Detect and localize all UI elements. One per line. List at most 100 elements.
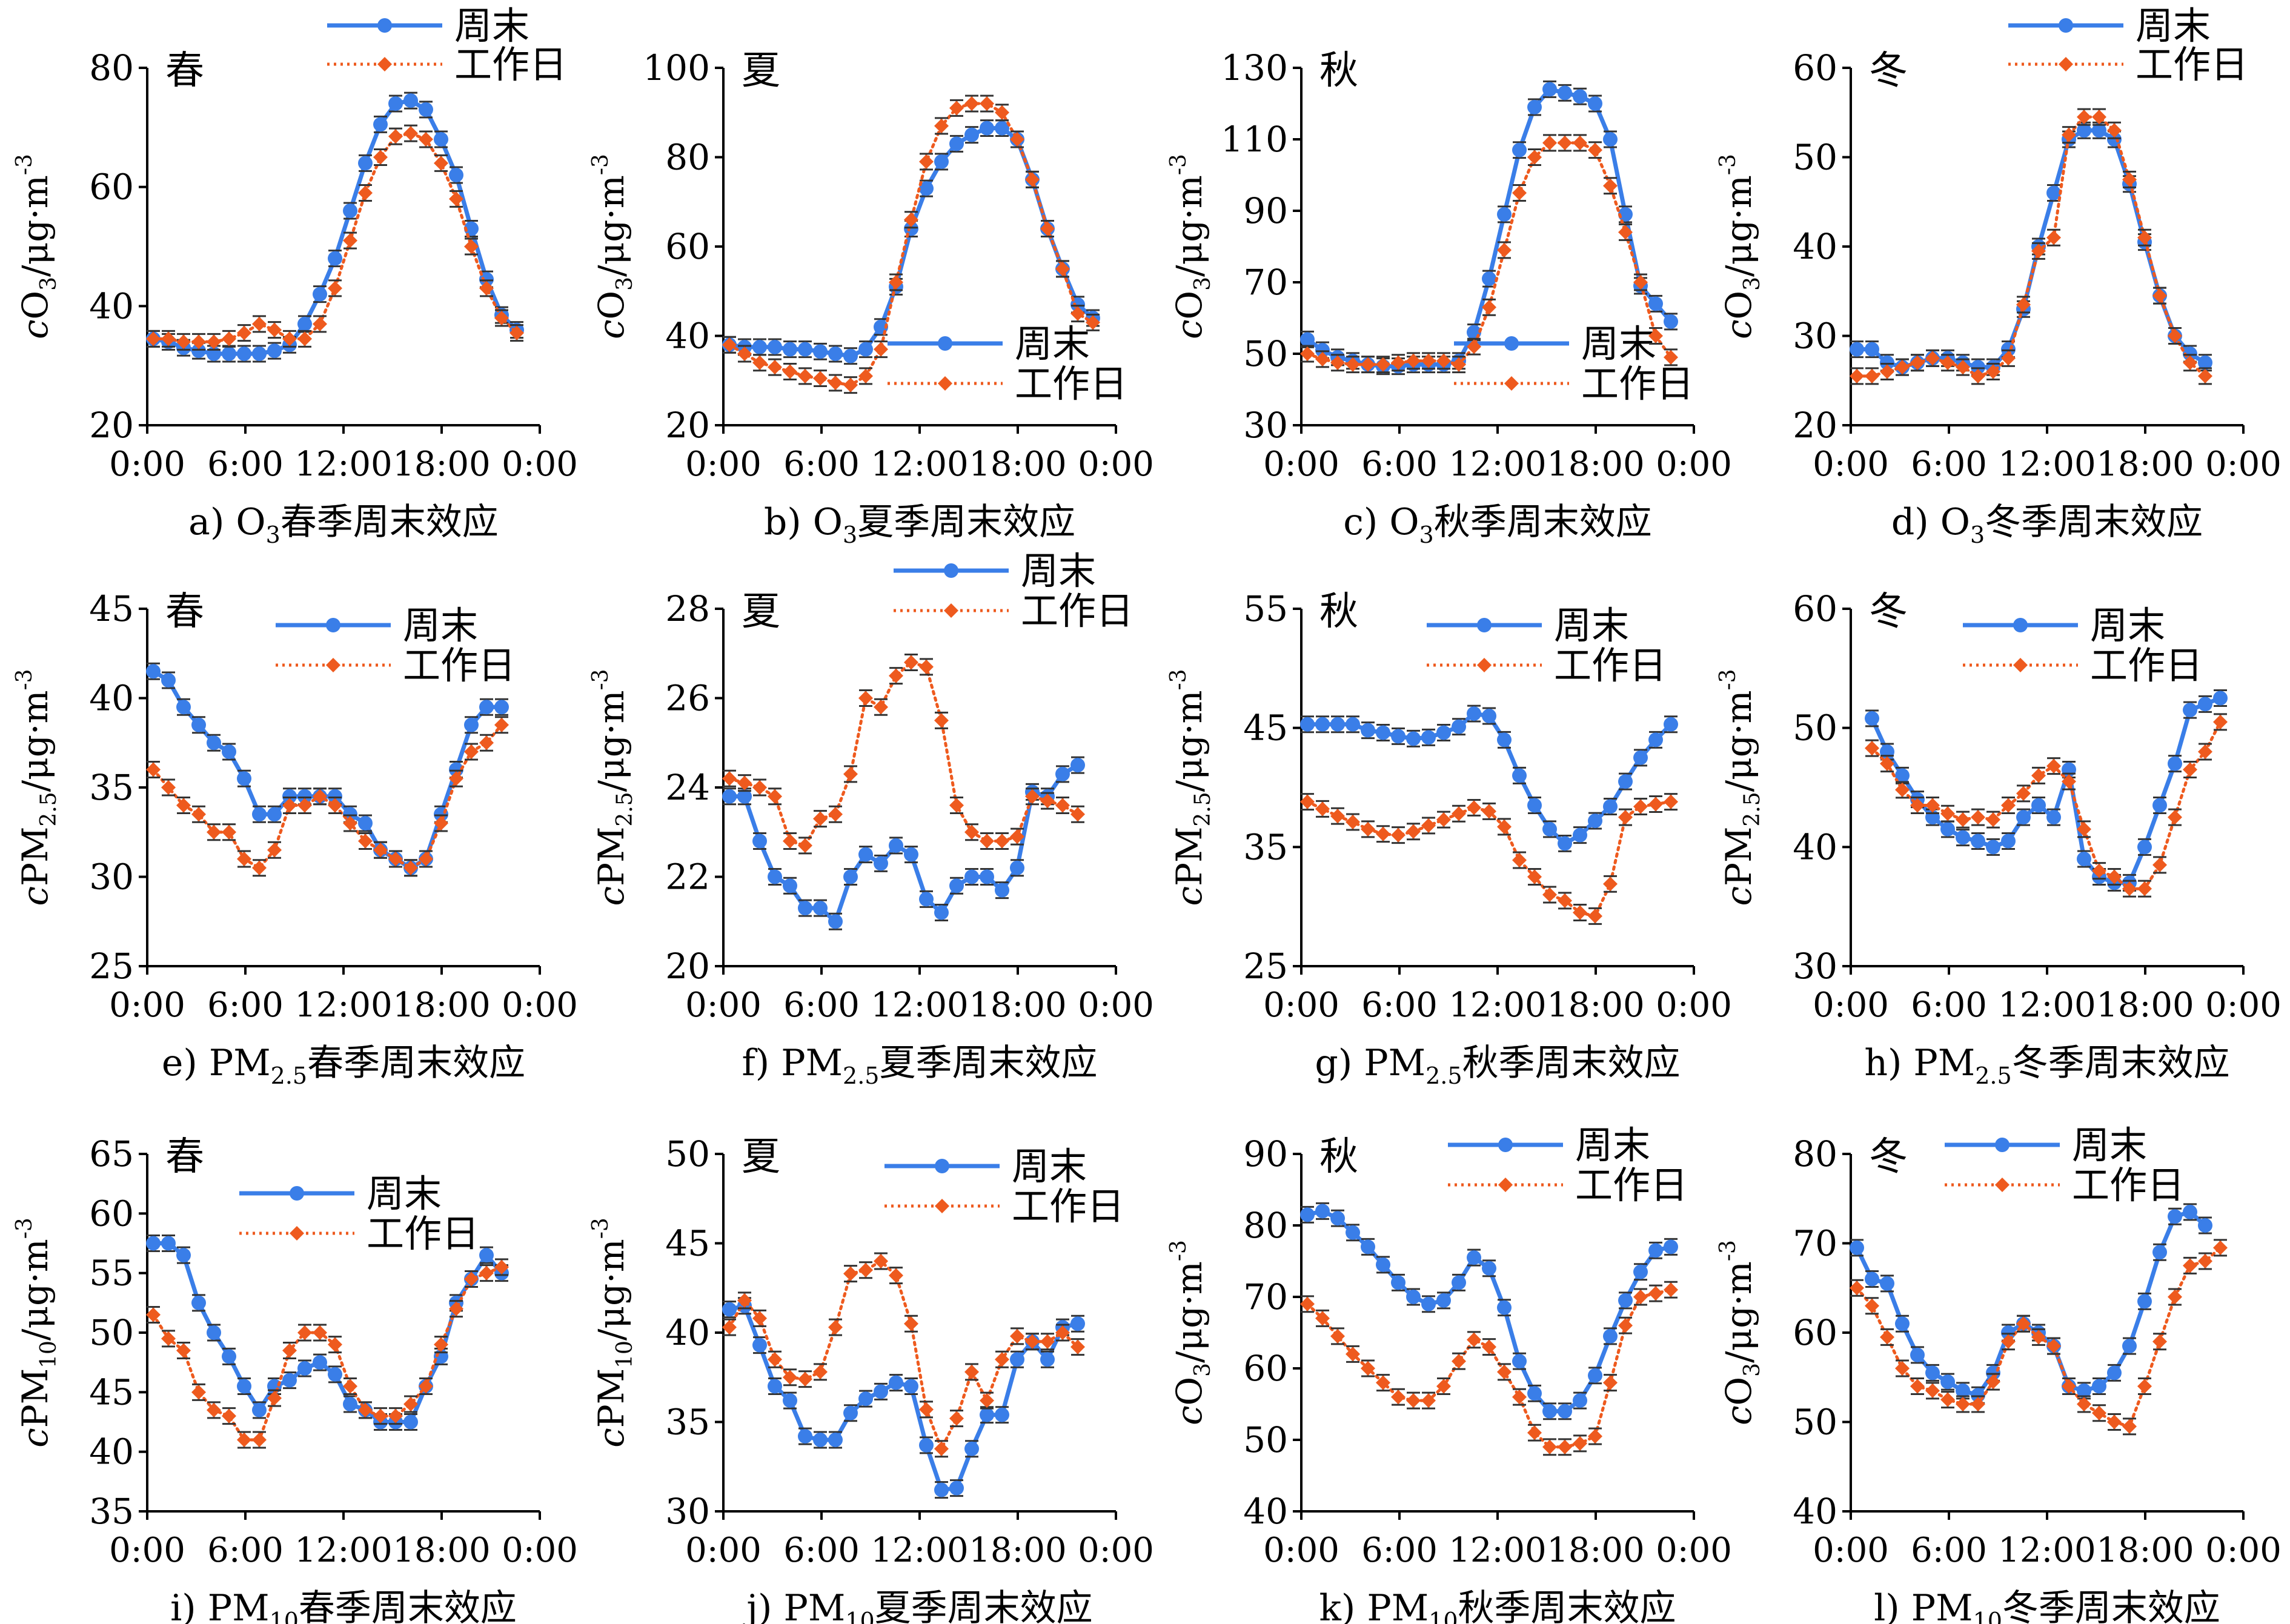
data-point	[889, 275, 903, 290]
data-point	[464, 717, 479, 732]
data-point	[843, 1266, 858, 1281]
legend-label: 工作日	[2136, 42, 2248, 87]
data-point	[1482, 1339, 1496, 1354]
data-point	[419, 132, 433, 147]
data-point	[267, 807, 282, 822]
legend-label: 工作日	[403, 643, 516, 688]
y-tick-label: 50	[1243, 333, 1288, 374]
data-point	[2046, 230, 2061, 245]
y-tick-label: 40	[89, 285, 134, 326]
data-point	[1300, 346, 1315, 361]
data-point	[1664, 717, 1678, 732]
data-point	[1558, 893, 1572, 908]
data-point	[328, 280, 342, 296]
y-label-main: O	[1169, 291, 1210, 320]
data-point	[222, 346, 236, 361]
data-point	[191, 807, 206, 822]
y-tick-label: 90	[1243, 1133, 1288, 1175]
data-point	[449, 1301, 463, 1316]
data-point	[1070, 306, 1085, 321]
data-point	[828, 346, 843, 361]
data-point	[1895, 768, 1910, 783]
season-label: 夏	[742, 1135, 780, 1179]
legend-marker	[1477, 618, 1492, 632]
data-point	[2031, 798, 2046, 813]
data-point	[1940, 806, 1955, 821]
data-point	[1300, 1296, 1315, 1311]
data-point	[1664, 1239, 1678, 1254]
data-point	[282, 1373, 297, 1388]
data-point	[2077, 852, 2091, 866]
data-point	[161, 780, 176, 795]
data-point	[1527, 798, 1542, 813]
y-tick-label: 40	[89, 1431, 134, 1473]
y-tick-label: 50	[665, 1133, 710, 1175]
data-point	[1603, 799, 1618, 814]
y-tick-label: 45	[665, 1223, 710, 1264]
y-tick-label: 60	[89, 1193, 134, 1234]
legend-entry: 周末	[884, 1144, 1087, 1188]
y-label-sup: -3	[1166, 669, 1191, 690]
data-point	[843, 766, 858, 781]
data-point	[176, 798, 191, 813]
y-tick-label: 30	[1793, 946, 1837, 987]
data-point	[388, 852, 403, 866]
y-axis-label: cPM2.5/μg·m-3	[1166, 669, 1215, 906]
data-point	[373, 1408, 388, 1423]
data-point	[1880, 355, 1894, 370]
x-tick-label: 0:00	[1263, 986, 1339, 1025]
y-tick-label: 50	[89, 1312, 134, 1353]
y-tick-label: 30	[89, 857, 134, 898]
data-point	[2016, 786, 2031, 801]
series-line	[728, 660, 1080, 847]
y-axis-label: cO3/μg·m-3	[1716, 1240, 1765, 1425]
data-point	[1618, 225, 1633, 240]
caption-sub: 10	[1429, 1608, 1458, 1624]
data-point	[1664, 314, 1678, 329]
legend-entry: 工作日	[239, 1211, 479, 1256]
y-tick-label: 110	[1221, 119, 1288, 160]
data-point	[1346, 1225, 1360, 1240]
data-point	[176, 1248, 191, 1263]
data-point	[1055, 766, 1070, 781]
series-line	[1870, 696, 2223, 885]
y-tick-label: 50	[1793, 137, 1837, 178]
data-point	[995, 1407, 1009, 1422]
x-tick-label: 12:00	[871, 986, 968, 1025]
data-point	[1648, 328, 1663, 343]
y-label-sup: -3	[12, 154, 37, 175]
season-label: 春	[165, 589, 204, 634]
legend-marker	[2013, 658, 2028, 672]
x-tick-label: 18:00	[393, 986, 490, 1025]
data-point	[1040, 1352, 1055, 1367]
series-workday	[1300, 793, 1678, 925]
data-point	[1070, 807, 1085, 822]
data-point	[1346, 717, 1360, 732]
y-tick-label: 65	[89, 1133, 134, 1175]
data-point	[798, 1371, 812, 1387]
data-point	[737, 1293, 752, 1308]
y-tick-label: 40	[1793, 826, 1837, 867]
data-point	[2183, 762, 2197, 777]
data-point	[1633, 1290, 1648, 1304]
caption-sub: 3	[1419, 522, 1434, 548]
data-point	[1588, 96, 1602, 111]
data-point	[1467, 1332, 1481, 1347]
data-point	[1497, 1364, 1512, 1379]
data-point	[1406, 824, 1421, 839]
data-point	[2092, 1379, 2106, 1394]
data-point	[1436, 812, 1451, 827]
series-workday	[1850, 108, 2212, 385]
y-tick-label: 40	[1243, 1491, 1288, 1532]
data-point	[919, 892, 934, 907]
data-point	[297, 1325, 312, 1340]
data-point	[146, 1307, 161, 1322]
x-tick-label: 6:00	[1361, 445, 1438, 484]
data-point	[1664, 350, 1678, 365]
data-point	[1512, 852, 1527, 867]
data-point	[1010, 829, 1024, 844]
x-tick-label: 0:00	[685, 986, 762, 1025]
data-point	[1527, 150, 1542, 165]
